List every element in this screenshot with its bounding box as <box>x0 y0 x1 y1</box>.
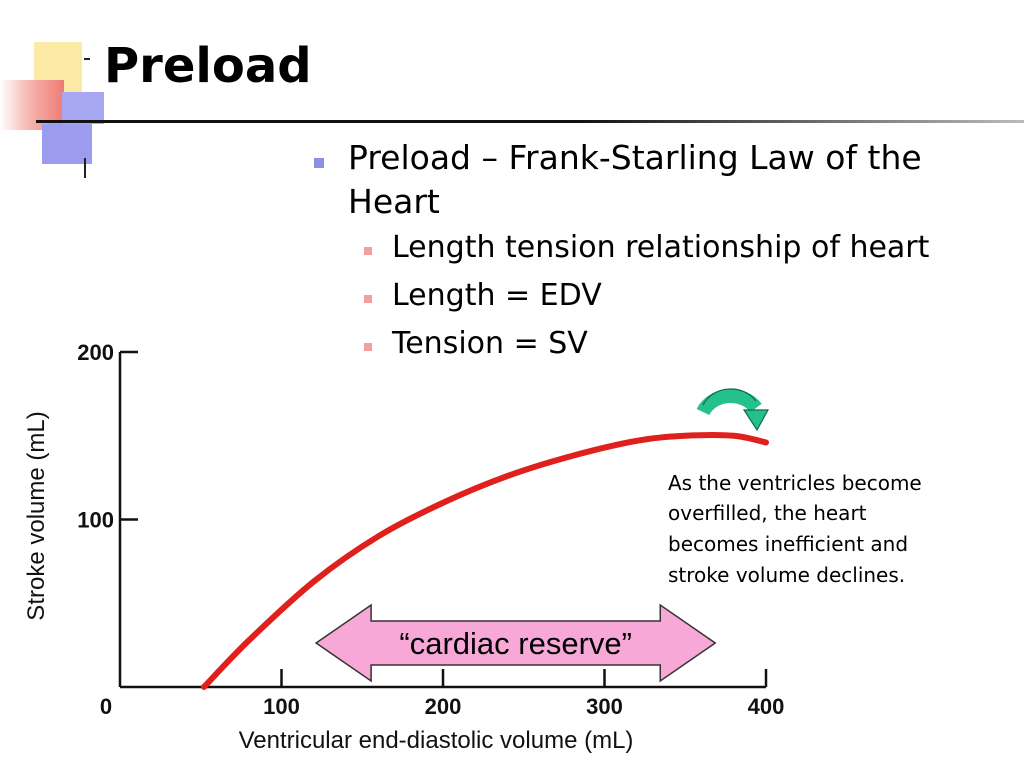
sub-bullet-length-edv: Length = EDV <box>308 272 1020 320</box>
curl-arrow-icon <box>696 388 770 432</box>
origin-tick-label: 0 <box>100 694 112 719</box>
annotation-line-4: stroke volume declines. <box>668 563 905 587</box>
y-tick-label-100: 100 <box>77 508 114 533</box>
annotation-line-1: As the ventricles become <box>668 471 922 495</box>
reserve-double-arrow <box>314 603 717 683</box>
sub-bullet-tension-sv: Tension = SV <box>308 320 1020 368</box>
x-tick-label-200: 200 <box>425 694 462 719</box>
cardiac-reserve-label: “cardiac reserve” <box>399 626 632 661</box>
y-axis-title: Stroke volume (mL) <box>23 411 50 620</box>
slide-title: Preload <box>104 38 312 94</box>
decor-blue-square-lower <box>42 124 92 164</box>
sub-bullet-length-tension: Length tension relationship of heart <box>308 224 1020 272</box>
decor-tick-lower <box>84 158 86 178</box>
decor-tick <box>84 58 90 60</box>
x-tick-label-100: 100 <box>263 694 300 719</box>
y-tick-label-200: 200 <box>77 340 114 365</box>
overfill-annotation: As the ventricles become overfilled, the… <box>668 471 922 587</box>
x-tick-label-300: 300 <box>586 694 623 719</box>
cardiac-reserve-arrow: “cardiac reserve” <box>314 603 717 683</box>
stroke-volume-curve <box>200 432 769 690</box>
annotation-line-3: becomes inefficient and <box>668 532 908 556</box>
decor-blue-square <box>62 92 104 124</box>
annotation-line-2: overfilled, the heart <box>668 501 867 525</box>
title-underline <box>36 120 1024 123</box>
x-tick-label-400: 400 <box>748 694 785 719</box>
chart-ticks: 100 200 300 400 100 200 <box>77 340 784 719</box>
bullet-list: Preload – Frank-Starling Law of the Hear… <box>308 136 1020 368</box>
x-axis-title: Ventricular end-diastolic volume (mL) <box>239 727 634 754</box>
bullet-main: Preload – Frank-Starling Law of the Hear… <box>308 136 1020 224</box>
